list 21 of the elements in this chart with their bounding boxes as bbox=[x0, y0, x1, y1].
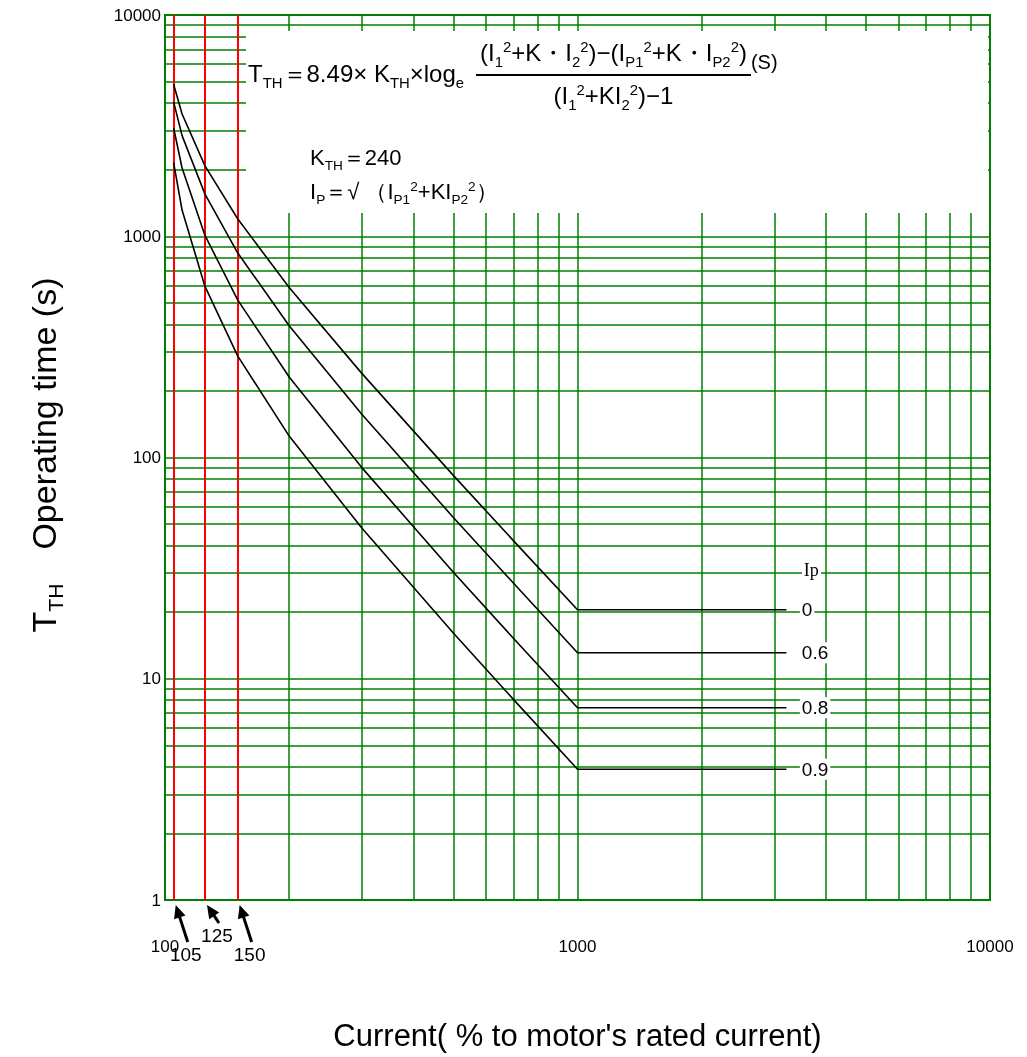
ref-line-label: 150 bbox=[233, 944, 266, 966]
series-label: 0.8 bbox=[801, 697, 829, 719]
annotation: T$_{TH}$＝8.49× K$_{TH}$×log$_{e}$ bbox=[248, 59, 465, 92]
annotation: K$_{TH}$＝240 bbox=[310, 144, 402, 174]
text: I$_{P}$＝√ （I$_{P1}$$^{2}$+KI$_{P2}$$^{2}$） bbox=[310, 178, 498, 208]
annotation: (S) bbox=[750, 51, 778, 74]
legend-title: Ip bbox=[801, 559, 821, 581]
annotation: (I$_{1}$$^{2}$+KI$_{2}$$^{2}$)−1 bbox=[553, 80, 674, 113]
series-label: 0.9 bbox=[801, 758, 829, 780]
y-tick-label: 100 bbox=[132, 448, 161, 467]
series-label: 0 bbox=[801, 599, 813, 621]
y-tick-label: 1 bbox=[151, 890, 161, 910]
y-tick-label: 1000 bbox=[123, 226, 161, 246]
text: (I$_{1}$$^{2}$+K・I$_{2}$$^{2}$)−(I$_{P1}$$^{2}$+K・I$_{P2}$$^{2}$) bbox=[480, 39, 747, 70]
x-tick-label: 10000 bbox=[966, 937, 1014, 956]
y-tick-label: 10000 bbox=[113, 5, 161, 25]
x-tick-label: 1000 bbox=[558, 937, 597, 956]
series-label: 0.6 bbox=[801, 642, 829, 664]
y-tick-label: 10 bbox=[142, 669, 161, 689]
ref-line-label: 125 bbox=[201, 925, 233, 947]
x-axis-title: Current( % to motor's rated current) bbox=[333, 1018, 822, 1053]
